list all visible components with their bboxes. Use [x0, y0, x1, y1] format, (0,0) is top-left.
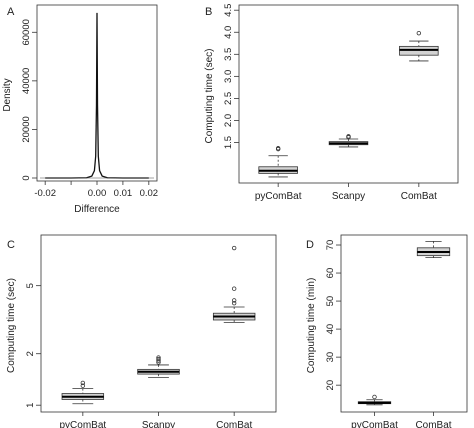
x-tick-label: pyComBat [351, 420, 398, 428]
panel-b-frame [238, 4, 459, 184]
panel-b-boxplot: 1.5 2.0 2.5 3.0 3.5 4.0 4.5 Computing time (sec… [204, 4, 459, 202]
panel-label-a: A [7, 6, 15, 18]
y-tick-label: 4.0 [223, 26, 234, 39]
y-tick-label: 20 [325, 380, 336, 391]
x-tick-label: 0.00 [88, 188, 107, 199]
y-tick-label: 3.5 [223, 48, 234, 61]
panel-label-b: B [205, 6, 212, 18]
panel-c-boxplot: 1 2 5 Computing time (sec) pyComBat Scanpy Com… [6, 234, 277, 428]
outlier-point [156, 355, 161, 360]
y-axis-label: Computing time (sec) [204, 48, 215, 143]
y-tick-label: 4.5 [223, 4, 234, 17]
y-tick-label: 2 [25, 351, 36, 356]
panel-c-frame [40, 234, 277, 413]
outlier-point [80, 380, 86, 386]
outlier-point [372, 394, 377, 400]
x-tick-label: -0.02 [34, 188, 56, 199]
outlier-point [156, 356, 161, 362]
y-tick-label: 2.5 [223, 92, 234, 105]
y-tick-label: 40000 [21, 68, 32, 94]
y-axis-label: Density [2, 78, 13, 111]
y-tick-label: 3.0 [223, 70, 234, 83]
x-tick-label: ComBat [401, 191, 437, 202]
x-tick-label: pyComBat [59, 420, 106, 428]
y-tick-label: 0 [21, 175, 32, 180]
x-tick-label: Scanpy [332, 191, 365, 202]
y-tick-label: 20000 [21, 116, 32, 142]
x-tick-label: ComBat [415, 420, 451, 428]
outlier-point [231, 298, 237, 303]
outlier-point [416, 30, 422, 36]
outlier-point [231, 286, 237, 291]
outlier-point [346, 134, 351, 139]
y-tick-label: 70 [325, 240, 336, 251]
y-axis-label: Computing time (min) [306, 278, 317, 374]
y-tick-label: 2.0 [223, 114, 234, 127]
x-axis-label: Difference [74, 204, 120, 215]
y-tick-label: 60 [325, 268, 336, 279]
x-tick-label: Scanpy [142, 420, 175, 428]
panel-a-density-plot: 0 20000 40000 60000 Density -0.02 0.00 0.01 0.02… [2, 4, 159, 215]
y-tick-label: 60000 [21, 19, 32, 45]
y-tick-label: 5 [25, 283, 36, 288]
panel-label-c: C [7, 239, 15, 251]
outlier-point [275, 146, 281, 151]
panel-label-d: D [306, 239, 314, 251]
y-axis-label: Computing time (sec) [6, 278, 17, 373]
outlier-point [80, 383, 86, 388]
y-tick-label: 40 [325, 324, 336, 335]
x-tick-label: ComBat [216, 420, 252, 428]
y-tick-label: 50 [325, 296, 336, 307]
outlier-point [231, 300, 237, 306]
y-tick-label: 30 [325, 352, 336, 363]
panel-d-frame [340, 234, 468, 413]
outlier-point [231, 245, 237, 251]
outlier-point [156, 358, 161, 363]
density-curve [45, 12, 149, 179]
y-tick-label: 1 [25, 403, 36, 408]
panel-d-boxplot: 20 30 40 50 60 70 Computing time (min) pyComBat… [306, 234, 468, 428]
y-tick-label: 1.5 [223, 136, 234, 149]
x-tick-label: 0.01 [114, 188, 133, 199]
x-tick-label: pyComBat [255, 191, 302, 202]
x-tick-label: 0.02 [140, 188, 159, 199]
